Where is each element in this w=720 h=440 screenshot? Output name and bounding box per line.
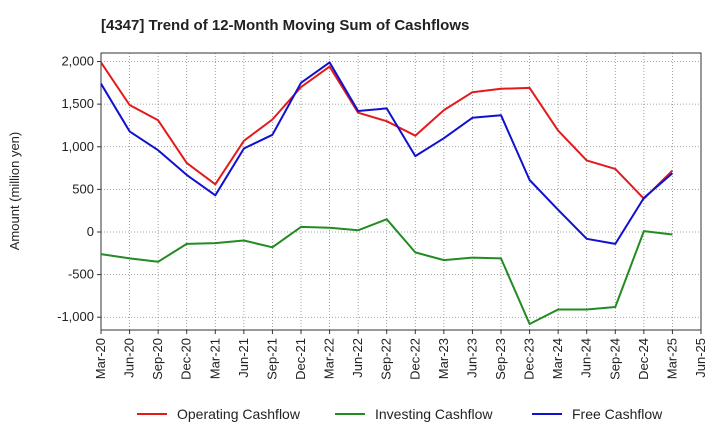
x-tick-label: Mar-25 xyxy=(664,338,679,379)
x-tick-label: Sep-21 xyxy=(264,338,279,380)
series-line-2 xyxy=(100,218,673,325)
x-tick-label: Dec-23 xyxy=(522,338,537,380)
x-tick-label: Mar-22 xyxy=(322,338,337,379)
x-tick-label: Mar-21 xyxy=(207,338,222,379)
x-tick-label: Sep-20 xyxy=(150,338,165,380)
y-axis-label: Amount (million yen) xyxy=(7,132,22,251)
x-tick-label: Mar-23 xyxy=(436,338,451,379)
y-tick-label: 2,000 xyxy=(61,54,94,69)
x-tick-label: Jun-22 xyxy=(350,338,365,378)
x-tick-label: Dec-22 xyxy=(407,338,422,380)
y-tick-label: 1,500 xyxy=(61,96,94,111)
x-tick-label: Sep-22 xyxy=(379,338,394,380)
series-line-1 xyxy=(100,61,674,200)
x-tick-label: Dec-21 xyxy=(293,338,308,380)
chart-title: [4347] Trend of 12-Month Moving Sum of C… xyxy=(101,17,469,34)
x-tick-label: Sep-23 xyxy=(493,338,508,380)
legend-label: Operating Cashflow xyxy=(177,406,301,422)
x-tick-label: Dec-24 xyxy=(636,338,651,380)
plot-frame xyxy=(100,52,702,331)
x-tick-label: Dec-20 xyxy=(179,338,194,380)
series-lines xyxy=(100,61,674,325)
axes: 2,000 1,500 1,000 500 0 -500 -1,000 Mar-20 Jun-2… xyxy=(57,52,708,380)
x-tick-label: Jun-20 xyxy=(122,338,137,378)
legend-label: Investing Cashflow xyxy=(375,406,493,422)
x-tick-label: Mar-24 xyxy=(550,338,565,379)
x-tick-label: Jun-25 xyxy=(693,338,708,378)
grid xyxy=(100,53,702,330)
y-tick-label: 500 xyxy=(72,181,94,196)
series-line-3 xyxy=(100,61,674,245)
x-tick-label: Sep-24 xyxy=(607,338,622,380)
x-tick-label: Jun-24 xyxy=(579,338,594,378)
legend-label: Free Cashflow xyxy=(572,406,663,422)
y-tick-label: -1,000 xyxy=(57,309,94,324)
x-tick-label: Mar-20 xyxy=(93,338,108,379)
x-tick-label: Jun-21 xyxy=(236,338,251,378)
y-tick-label: -500 xyxy=(68,267,94,282)
x-tick-label: Jun-23 xyxy=(464,338,479,378)
y-tick-label: 0 xyxy=(87,224,94,239)
legend: Operating Cashflow Investing Cashflow Free… xyxy=(137,406,663,422)
y-tick-label: 1,000 xyxy=(61,139,94,154)
